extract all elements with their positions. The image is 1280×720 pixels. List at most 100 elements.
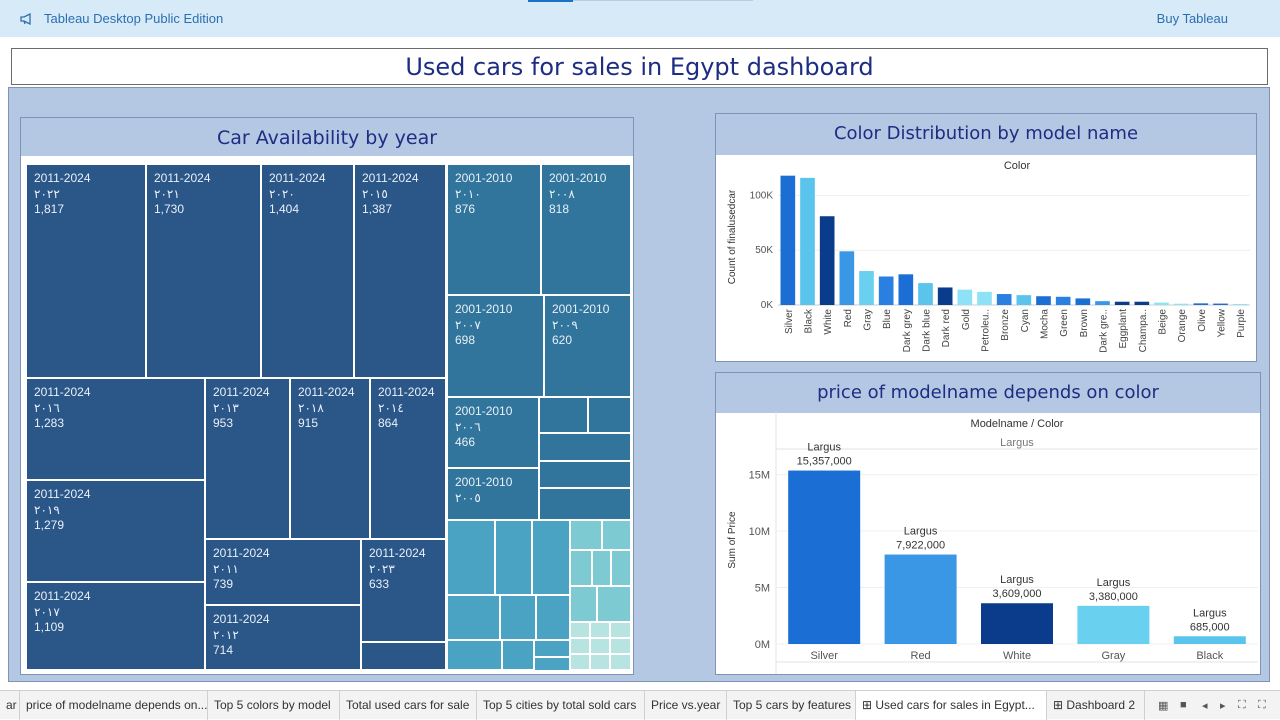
price-bar: [788, 470, 861, 644]
color-bar: [957, 289, 973, 305]
treemap-cell-group: 2011-2024: [269, 171, 326, 185]
brand[interactable]: Tableau Desktop Public Edition: [20, 11, 223, 26]
sheet-tab[interactable]: ⊞ Used cars for sales in Egypt...: [856, 691, 1047, 720]
treemap-cell[interactable]: 2011-2024 ٢٠١٧ 1,109: [26, 582, 205, 670]
y-tick-label: 50K: [755, 245, 773, 256]
treemap-cell[interactable]: 2001-2010 ٢٠٠٥: [447, 468, 539, 520]
treemap-cell[interactable]: [495, 520, 532, 595]
treemap-cell[interactable]: [570, 550, 592, 586]
treemap-cell[interactable]: [590, 638, 610, 654]
treemap-cell[interactable]: 2001-2010 ٢٠٠٩ 620: [544, 295, 631, 397]
treemap-cell-year: ٢٠١٣: [213, 400, 239, 415]
sheet-tab[interactable]: Price vs.year: [645, 691, 727, 720]
color-bar: [859, 271, 874, 305]
treemap-cell[interactable]: [590, 654, 610, 670]
price-bar: [1173, 636, 1246, 644]
sheet-tab[interactable]: Top 5 colors by model: [208, 691, 340, 720]
color-bar: [1114, 301, 1130, 305]
treemap-cell-year: ٢٠٠٦: [455, 419, 481, 434]
treemap-cell[interactable]: 2011-2024 ٢٠١٥ 1,387: [354, 164, 446, 378]
treemap-cell[interactable]: [597, 586, 631, 622]
sheet-tab[interactable]: Total used cars for sale: [340, 691, 477, 720]
treemap-cell[interactable]: 2011-2024 ٢٠١١ 739: [205, 539, 361, 605]
treemap-cell[interactable]: [502, 640, 534, 670]
treemap-cell[interactable]: 2011-2024 ٢٠٢٣ 633: [361, 539, 446, 642]
sheet-tab[interactable]: Top 5 cars by features: [727, 691, 856, 720]
treemap-cell[interactable]: [447, 520, 495, 595]
treemap-cell[interactable]: 2011-2024 ٢٠١٤ 864: [370, 378, 446, 539]
treemap-cell[interactable]: 2011-2024 ٢٠١٩ 1,279: [26, 480, 205, 582]
treemap-cell[interactable]: [534, 657, 570, 671]
x-tick-label: Purple: [1236, 309, 1247, 338]
x-tick-label: Champa..: [1138, 309, 1149, 352]
treemap-cell[interactable]: [361, 642, 446, 670]
treemap-cell[interactable]: [447, 640, 502, 670]
sheet-tab[interactable]: Top 5 cities by total sold cars: [477, 691, 645, 720]
treemap-cell-group: 2011-2024: [213, 385, 270, 399]
treemap-cell[interactable]: 2001-2010 ٢٠٠٦ 466: [447, 397, 539, 468]
treemap-cell[interactable]: [447, 595, 500, 640]
treemap-cell[interactable]: 2011-2024 ٢٠٢٠ 1,404: [261, 164, 354, 378]
treemap-cell[interactable]: 2001-2010 ٢٠٠٨ 818: [541, 164, 631, 295]
sheet-view-icon[interactable]: ■: [1180, 699, 1187, 711]
treemap-cell[interactable]: [610, 654, 631, 670]
treemap-cell[interactable]: 2001-2010 ٢٠١٠ 876: [447, 164, 541, 295]
sheet-tab[interactable]: price of modelname depends on...: [20, 691, 208, 720]
sheet-tab-label: Used cars for sales in Egypt...: [875, 698, 1035, 712]
treemap-cell[interactable]: 2011-2024 ٢٠١٢ 714: [205, 605, 361, 670]
buy-tableau-link[interactable]: Buy Tableau: [1156, 11, 1228, 26]
x-tick-label: Orange: [1177, 309, 1188, 343]
x-tick-label: Red: [843, 309, 854, 327]
treemap-cell[interactable]: [534, 640, 570, 657]
treemap-cell[interactable]: [570, 638, 590, 654]
sheet-tab[interactable]: ar: [0, 691, 20, 720]
treemap-cell-group: 2011-2024: [34, 589, 91, 603]
treemap-cell[interactable]: [539, 433, 631, 461]
treemap-cell[interactable]: [539, 397, 588, 433]
treemap-cell[interactable]: [592, 550, 611, 586]
treemap-cell[interactable]: [611, 550, 631, 586]
treemap-cell-value: 620: [552, 333, 573, 347]
treemap-cell[interactable]: 2011-2024 ٢٠١٨ 915: [290, 378, 370, 539]
x-tick-label: Red: [911, 650, 931, 662]
treemap-cell[interactable]: 2011-2024 ٢٠١٣ 953: [205, 378, 290, 539]
treemap-cell-year: ٢٠١١: [213, 561, 239, 576]
sheet-tab[interactable]: ⊞ Dashboard 2: [1047, 691, 1145, 720]
treemap-cell[interactable]: [500, 595, 536, 640]
treemap-cell[interactable]: [539, 488, 631, 520]
treemap-cell[interactable]: [570, 586, 597, 622]
treemap-cell[interactable]: [536, 595, 570, 640]
treemap-cell[interactable]: [539, 461, 631, 488]
price-header: Modelname / Color: [971, 418, 1064, 430]
color-bar: [1055, 296, 1071, 305]
treemap-cell[interactable]: [588, 397, 631, 433]
treemap-cell[interactable]: 2011-2024 ٢٠٢٢ 1,817: [26, 164, 146, 378]
next-icon[interactable]: ▸: [1220, 700, 1226, 712]
price-by-color-chart[interactable]: Modelname / Color Largus Sum of Price 0M 5M 1…: [716, 412, 1260, 674]
treemap[interactable]: 2011-2024 ٢٠٢٢ 1,817 2011-2024 ٢٠٢١ 1,730 2011…: [26, 164, 631, 671]
treemap-cell[interactable]: [602, 520, 631, 550]
fullscreen-icon[interactable]: ⛶: [1258, 699, 1266, 711]
x-tick-label: Gold: [961, 309, 972, 330]
treemap-cell[interactable]: [610, 622, 631, 638]
treemap-cell[interactable]: [532, 520, 570, 595]
prev-icon[interactable]: ◂: [1202, 700, 1208, 712]
color-bar: [1095, 301, 1110, 305]
treemap-cell-group: 2011-2024: [213, 546, 270, 560]
treemap-cell[interactable]: [570, 654, 590, 670]
treemap-cell[interactable]: [570, 520, 602, 550]
fit-icon[interactable]: ⛶: [1238, 699, 1246, 711]
treemap-cell[interactable]: [610, 638, 631, 654]
bar-value-label: 7,922,000: [896, 540, 945, 552]
treemap-cell[interactable]: 2011-2024 ٢٠١٦ 1,283: [26, 378, 205, 480]
treemap-cell[interactable]: [570, 622, 590, 638]
color-bar: [1134, 301, 1150, 305]
x-tick-label: Green: [1059, 309, 1070, 337]
color-distribution-chart[interactable]: Color Count of finalusedcar 0K 50K 100K Silve…: [716, 155, 1256, 361]
top-bar: Tableau Desktop Public Edition Buy Table…: [0, 0, 1280, 37]
x-tick-label: Cyan: [1020, 309, 1031, 332]
grid-view-icon[interactable]: ▦: [1158, 700, 1169, 712]
treemap-cell[interactable]: 2001-2010 ٢٠٠٧ 698: [447, 295, 544, 397]
treemap-cell[interactable]: [590, 622, 610, 638]
treemap-cell[interactable]: 2011-2024 ٢٠٢١ 1,730: [146, 164, 261, 378]
